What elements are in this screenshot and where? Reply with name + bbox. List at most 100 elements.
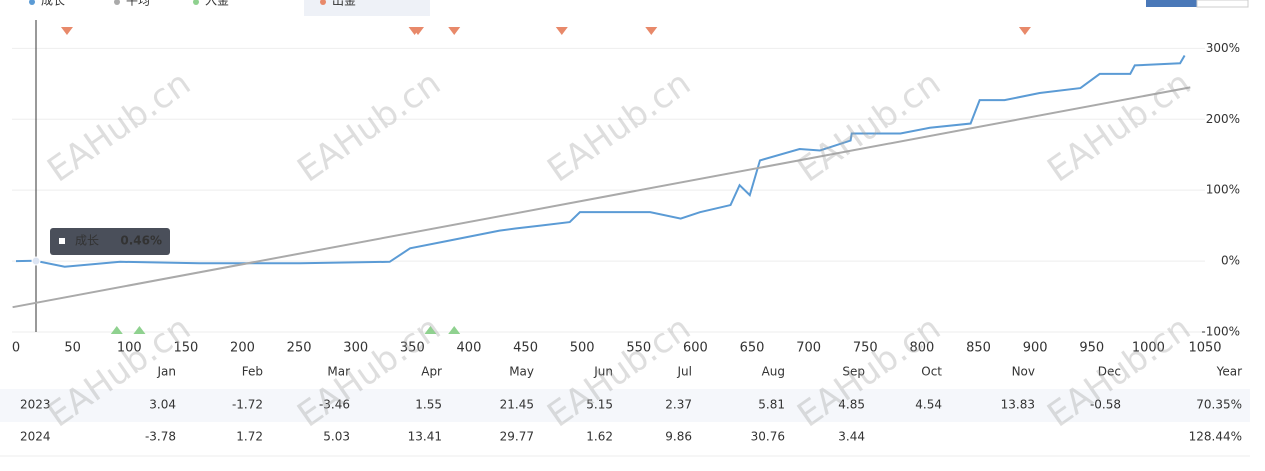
cell: 3.44 (838, 430, 865, 444)
x-tick-label: 700 (796, 341, 821, 356)
x-tick-label: 600 (683, 341, 708, 356)
x-tick-label: 250 (287, 341, 312, 356)
cell: 70.35% (1196, 398, 1242, 412)
table-header: Oct (921, 365, 942, 379)
x-tick-label: 850 (966, 341, 991, 356)
table-header: Aug (762, 365, 785, 379)
series-line (15, 54, 1186, 268)
cell: 3.04 (149, 398, 176, 412)
x-tick-label: 750 (853, 341, 878, 356)
x-tick-label: 500 (570, 341, 595, 356)
cell: 1.62 (586, 430, 613, 444)
x-tick-label: 650 (740, 341, 765, 356)
y-tick-label: -100% (1201, 325, 1240, 339)
legend-dot (193, 0, 199, 5)
cell: -3.78 (145, 430, 176, 444)
cell: 4.85 (838, 398, 865, 412)
cell: 21.45 (500, 398, 534, 412)
table-header: Apr (421, 365, 442, 379)
table-header: Jun (593, 365, 613, 379)
y-tick-label: 0% (1221, 254, 1240, 268)
x-tick-label: 950 (1079, 341, 1104, 356)
watermark: EAHub.cn (1040, 63, 1198, 190)
x-tick-label: 0 (12, 341, 20, 356)
withdrawal-marker (555, 27, 568, 35)
table-header: Jul (677, 365, 692, 379)
cell: 5.15 (586, 398, 613, 412)
cell: -0.58 (1090, 398, 1121, 412)
cell: 4.54 (915, 398, 942, 412)
table-header: Nov (1012, 365, 1035, 379)
x-tick-label: 1000 (1132, 341, 1165, 356)
tooltip-name: 成长 (75, 234, 99, 248)
legend-dot (114, 0, 120, 5)
table-header: Year (1216, 365, 1242, 379)
x-tick-label: 200 (230, 341, 255, 356)
tab-bg (304, 0, 430, 16)
cell: 1.55 (415, 398, 442, 412)
table-header: Sep (842, 365, 865, 379)
x-tick-label: 50 (64, 341, 81, 356)
table-header: Dec (1098, 365, 1121, 379)
tooltip-dot (59, 238, 65, 244)
x-tick-label: 100 (117, 341, 142, 356)
x-tick-label: 450 (513, 341, 538, 356)
withdrawal-marker (1018, 27, 1031, 35)
y-tick-label: 100% (1206, 183, 1240, 197)
row-year: 2023 (20, 398, 51, 412)
cell: 13.83 (1001, 398, 1035, 412)
series-line (12, 86, 1191, 309)
table-header: Jan (157, 365, 177, 379)
table-header: May (509, 365, 534, 379)
deposit-marker (110, 326, 123, 334)
watermark: EAHub.cn (790, 63, 948, 190)
watermark: EAHub.cn (540, 63, 698, 190)
cell: -1.72 (232, 398, 263, 412)
x-tick-label: 300 (343, 341, 368, 356)
deposit-marker (448, 326, 461, 334)
row-bg (0, 389, 1250, 422)
cell: 128.44% (1189, 430, 1242, 444)
x-tick-label: 1050 (1188, 341, 1221, 356)
y-tick-label: 300% (1206, 41, 1240, 55)
legend-label: 成长 (41, 0, 65, 8)
withdrawal-marker (60, 27, 73, 35)
button[interactable] (1146, 0, 1197, 7)
hover-point (31, 256, 41, 266)
withdrawal-marker (411, 27, 424, 35)
watermark: EAHub.cn (290, 63, 448, 190)
x-tick-label: 400 (457, 341, 482, 356)
cell: 30.76 (751, 430, 785, 444)
tooltip-value: 0.46% (120, 234, 162, 248)
x-tick-label: 350 (400, 341, 425, 356)
button[interactable] (1196, 0, 1249, 8)
row-year: 2024 (20, 430, 51, 444)
deposit-marker (133, 326, 146, 334)
withdrawal-marker (645, 27, 658, 35)
legend-label: 出金 (332, 0, 356, 8)
cell: 5.03 (323, 430, 350, 444)
tooltip (50, 228, 170, 255)
y-tick-label: 200% (1206, 112, 1240, 126)
x-tick-label: 150 (173, 341, 198, 356)
deposit-marker (424, 326, 437, 334)
legend-dot (29, 0, 35, 5)
cell: 13.41 (408, 430, 442, 444)
cell: 5.81 (758, 398, 785, 412)
legend-label: 入金 (205, 0, 229, 8)
cell: 2.37 (665, 398, 692, 412)
cell: 29.77 (500, 430, 534, 444)
x-tick-label: 550 (626, 341, 651, 356)
cell: -3.46 (319, 398, 350, 412)
cell: 1.72 (236, 430, 263, 444)
legend-dot (320, 0, 326, 5)
legend-label: 平均 (126, 0, 150, 8)
cell: 9.86 (665, 430, 692, 444)
x-tick-label: 900 (1023, 341, 1048, 356)
table-header: Feb (242, 365, 263, 379)
x-tick-label: 800 (909, 341, 934, 356)
table-header: Mar (327, 365, 350, 379)
withdrawal-marker (448, 27, 461, 35)
